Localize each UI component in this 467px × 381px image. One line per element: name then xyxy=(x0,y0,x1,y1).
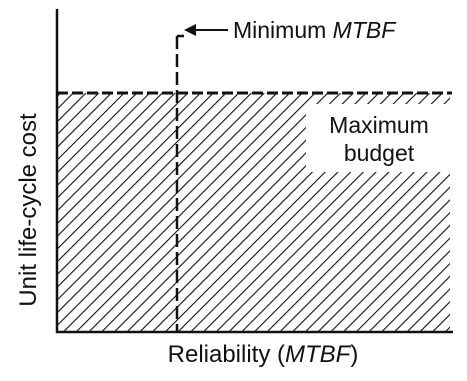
region-label-line2: budget xyxy=(344,140,415,166)
y-axis-label: Unit life-cycle cost xyxy=(15,113,42,307)
marker-label-italic: MTBF xyxy=(333,17,398,43)
x-axis-label-prefix: Reliability ( xyxy=(168,341,285,368)
x-axis-label-suffix: ) xyxy=(350,341,358,368)
marker-label-prefix: Minimum xyxy=(233,17,333,43)
x-axis-label: Reliability (MTBF) xyxy=(168,341,359,368)
region-label-background xyxy=(306,104,452,172)
marker-arrowhead-icon xyxy=(184,24,196,36)
x-axis-label-italic: MTBF xyxy=(285,341,352,368)
marker-label: Minimum MTBF xyxy=(233,17,397,43)
region-label-line1: Maximum xyxy=(329,112,429,138)
